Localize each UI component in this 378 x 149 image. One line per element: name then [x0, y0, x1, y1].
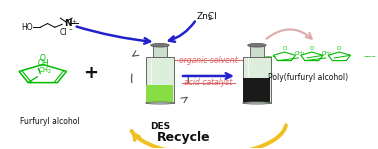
Text: CH$_2$: CH$_2$ — [321, 49, 333, 58]
FancyBboxPatch shape — [146, 57, 174, 103]
Ellipse shape — [248, 43, 266, 47]
Text: O: O — [40, 54, 46, 63]
Text: Cl: Cl — [59, 28, 67, 37]
Text: +: + — [71, 19, 77, 24]
Text: O: O — [310, 46, 314, 51]
Text: Furfuryl alcohol: Furfuryl alcohol — [20, 117, 80, 126]
Ellipse shape — [243, 102, 271, 104]
Text: N: N — [64, 19, 72, 28]
FancyBboxPatch shape — [153, 46, 167, 57]
Text: organic solvent: organic solvent — [179, 56, 238, 65]
Text: acid catalyst: acid catalyst — [184, 78, 232, 87]
Text: 2: 2 — [208, 15, 212, 21]
Text: O: O — [337, 46, 341, 51]
Text: Recycle: Recycle — [157, 131, 211, 144]
Text: ZnCl: ZnCl — [197, 12, 217, 21]
Text: ~~~: ~~~ — [364, 54, 377, 60]
Bar — [243, 78, 271, 103]
Text: CH$_2$: CH$_2$ — [38, 66, 52, 76]
FancyBboxPatch shape — [250, 46, 264, 57]
Text: DES: DES — [150, 122, 170, 131]
Text: OH: OH — [37, 59, 49, 68]
Text: HO: HO — [21, 23, 33, 32]
Text: ~~~: ~~~ — [265, 54, 278, 60]
Text: O: O — [282, 46, 287, 51]
FancyBboxPatch shape — [243, 57, 271, 103]
Bar — [146, 84, 174, 103]
Text: +: + — [83, 64, 98, 82]
Ellipse shape — [151, 43, 169, 47]
Ellipse shape — [146, 102, 174, 104]
Text: Poly(furfuryl alcohol): Poly(furfuryl alcohol) — [268, 73, 348, 82]
Text: $^-$: $^-$ — [68, 28, 74, 33]
Text: CH$_2$: CH$_2$ — [294, 49, 305, 58]
